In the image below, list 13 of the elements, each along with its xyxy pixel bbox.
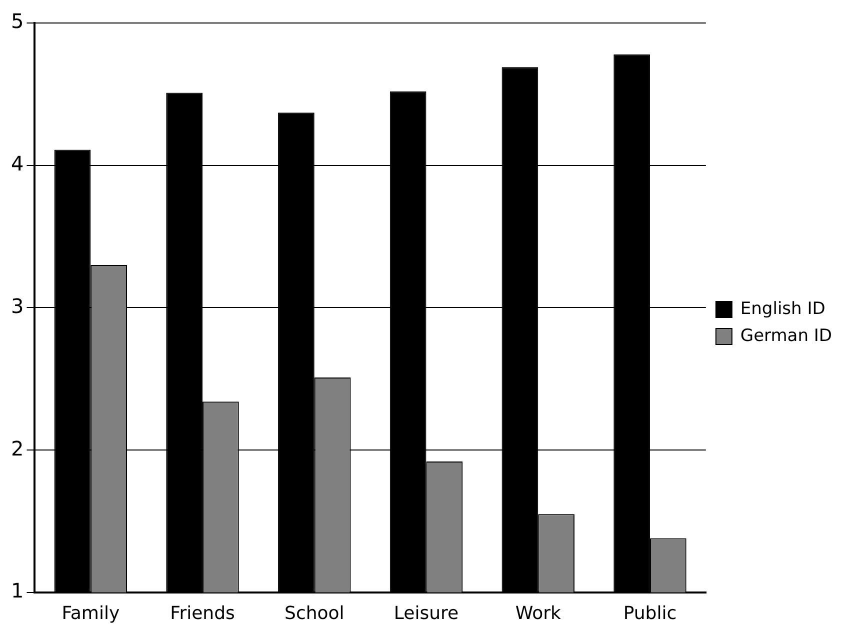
x-tick-label: Leisure: [394, 602, 459, 624]
x-tick-label: Public: [623, 602, 677, 624]
legend-label: English ID: [740, 298, 826, 319]
x-tick-label: Friends: [170, 602, 235, 624]
x-tick-label: Work: [515, 602, 562, 624]
y-tick-label: 4: [10, 152, 24, 176]
legend-label: German ID: [740, 326, 832, 346]
y-tick-label: 5: [10, 9, 24, 34]
y-tick-label: 3: [10, 294, 24, 318]
x-tick-label: Family: [62, 602, 120, 624]
y-tick-label: 2: [10, 436, 24, 460]
y-tick-label: 1: [10, 578, 24, 603]
x-tick-label: School: [284, 602, 344, 624]
